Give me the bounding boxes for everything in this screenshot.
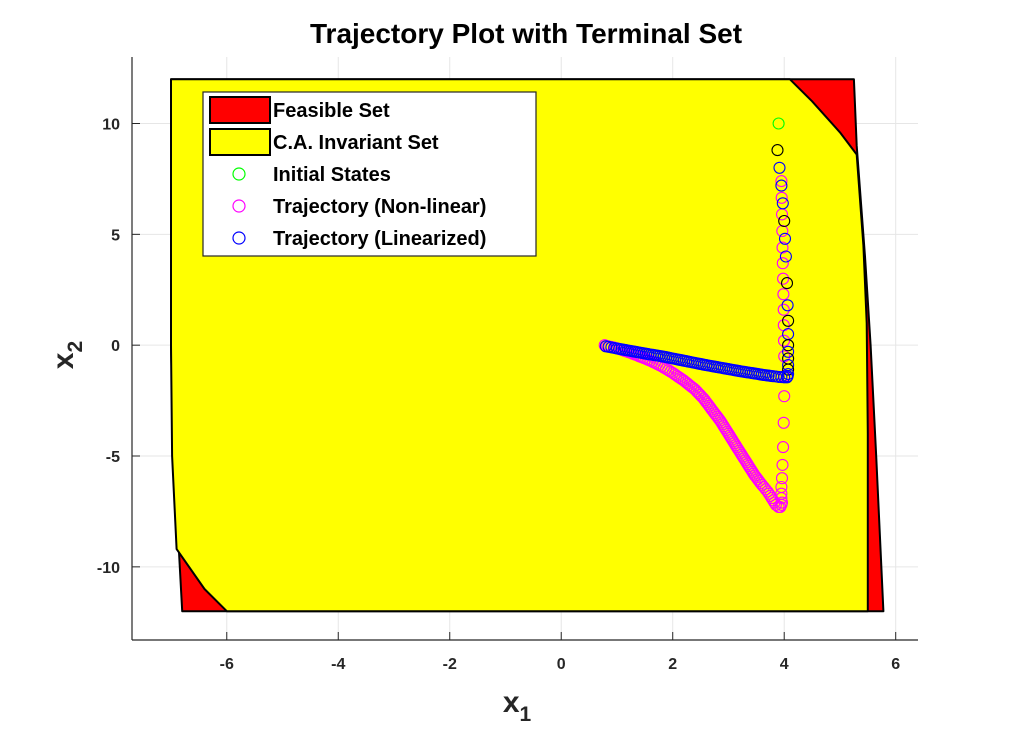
y-tick-label: 0 [111,338,120,355]
x-tick-label: 0 [557,656,566,673]
legend-marker-trajectory-non-linear [232,199,246,213]
data-point [777,416,790,429]
x-tick-label: -2 [443,656,457,673]
data-point [777,303,790,316]
legend-swatch-feasible-set [209,96,271,124]
data-point [778,390,791,403]
data-point [778,232,792,245]
data-point [771,144,784,157]
data-point [599,340,612,353]
x-tick-label: -6 [220,656,234,673]
legend-marker-trajectory-linearized [232,231,246,245]
legend-swatch-c-a-invariant-set [209,128,271,156]
data-point [776,224,789,238]
data-point [782,339,795,352]
data-point [782,314,795,327]
x-tick-label: 6 [891,656,900,673]
data-point [779,250,792,263]
data-point [777,334,791,347]
legend-label-trajectory-non-linear: Trajectory (Non-linear) [273,196,486,218]
y-axis-label: x2 [47,341,87,369]
x-tick-label: 4 [780,656,789,673]
data-point [775,191,788,204]
series [598,117,795,514]
data-point [781,299,794,312]
x-axis-label: x1 [503,686,532,726]
data-point [776,257,789,270]
data-point [776,241,789,254]
y-tick-label: 5 [111,227,120,244]
data-point [782,345,795,358]
data-point [775,472,789,485]
legend-label-initial-states: Initial States [273,164,391,186]
chart-title: Trajectory Plot with Terminal Set [310,18,742,49]
legend-label-feasible-set: Feasible Set [273,100,390,122]
data-point [776,458,789,471]
data-point [777,441,790,454]
legend-label-c-a-invariant-set: C.A. Invariant Set [273,132,439,154]
x-tick-label: -4 [331,656,345,673]
data-point [776,197,789,210]
data-point [772,117,785,130]
x-tick-label: 2 [668,656,677,673]
data-point [773,161,786,174]
data-point [780,277,794,290]
series-trajectory-linearized [599,144,795,384]
data-point [775,175,788,188]
legend-label-trajectory-linearized: Trajectory (Linearized) [273,228,486,250]
legend: Feasible Set C.A. Invariant Set Initial St… [202,91,537,257]
data-point [777,288,790,301]
data-point [782,363,795,376]
data-point [777,272,790,285]
tick-labels: -6 -4 -2 0 2 4 6 -10 -5 0 5 10 [97,117,900,673]
data-point [778,214,791,228]
axes [131,57,918,641]
y-tick-label: 10 [102,117,120,134]
y-tick-label: -10 [97,560,120,577]
legend-marker-initial-states [232,167,246,181]
series-initial-states [772,117,785,130]
data-point [775,179,788,192]
y-tick-label: -5 [106,449,120,466]
